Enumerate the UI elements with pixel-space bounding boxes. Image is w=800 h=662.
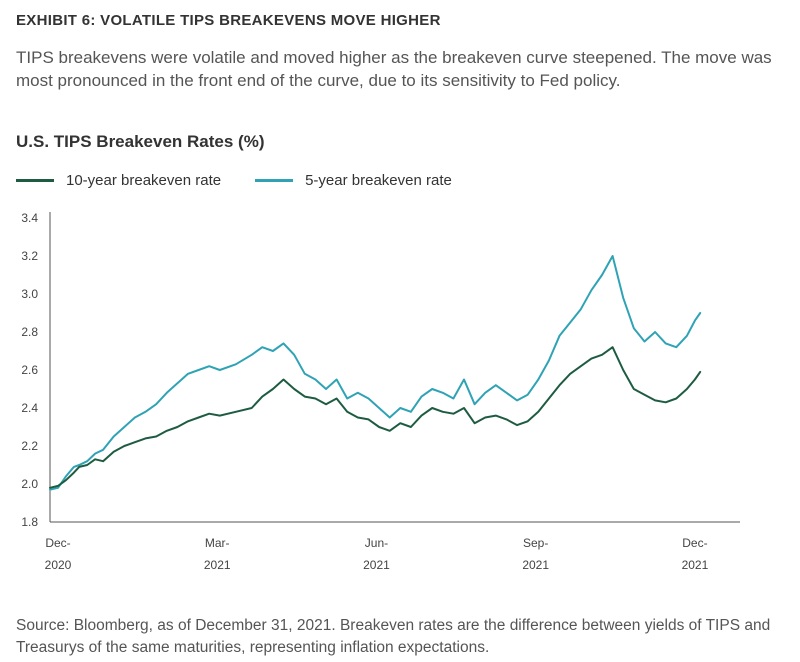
y-tick-label: 2.0	[21, 477, 38, 491]
y-tick-label: 3.2	[21, 249, 38, 263]
y-tick-label: 3.4	[21, 211, 38, 225]
chart-legend: 10-year breakeven rate 5-year breakeven …	[16, 172, 486, 189]
x-tick-label: Jun-	[365, 536, 388, 550]
y-tick-label: 2.8	[21, 325, 38, 339]
x-tick-label-year: 2021	[204, 558, 231, 572]
chart-description: TIPS breakevens were volatile and moved …	[16, 48, 772, 90]
legend-swatch-5-year	[255, 179, 294, 182]
x-tick-label: Mar-	[205, 536, 230, 550]
x-tick-label-year: 2021	[682, 558, 709, 572]
y-tick-label: 2.4	[21, 401, 38, 415]
y-tick-label: 1.8	[21, 515, 38, 529]
legend-label-5-year: 5-year breakeven rate	[305, 172, 452, 189]
y-tick-label: 2.2	[21, 439, 38, 453]
y-tick-label: 3.0	[21, 287, 38, 301]
chart-title: U.S. TIPS Breakeven Rates (%)	[16, 132, 265, 151]
x-tick-label-year: 2021	[363, 558, 390, 572]
exhibit-title: EXHIBIT 6: VOLATILE TIPS BREAKEVENS MOVE…	[16, 12, 441, 29]
x-tick-label-year: 2021	[522, 558, 549, 572]
y-tick-label: 2.6	[21, 363, 38, 377]
x-tick-label: Dec-	[45, 536, 70, 550]
x-tick-label: Sep-	[523, 536, 548, 550]
breakeven-line-chart: 3.4 3.2 3.0 2.8 2.6 2.4 2.2 2.0 1.8 Dec- 2020 Mar- 2…	[21, 211, 740, 572]
source-note: Source: Bloomberg, as of December 31, 20…	[16, 617, 771, 656]
series-line-5-year	[49, 255, 702, 491]
legend-swatch-10-year	[16, 179, 54, 182]
x-tick-label-year: 2020	[45, 558, 72, 572]
x-tick-label: Dec-	[682, 536, 707, 550]
legend-label-10-year: 10-year breakeven rate	[66, 172, 222, 189]
legend-item-10-year: 10-year breakeven rate	[16, 172, 221, 189]
legend-item-5-year: 5-year breakeven rate	[255, 172, 452, 189]
series-line-10-year	[49, 346, 702, 489]
